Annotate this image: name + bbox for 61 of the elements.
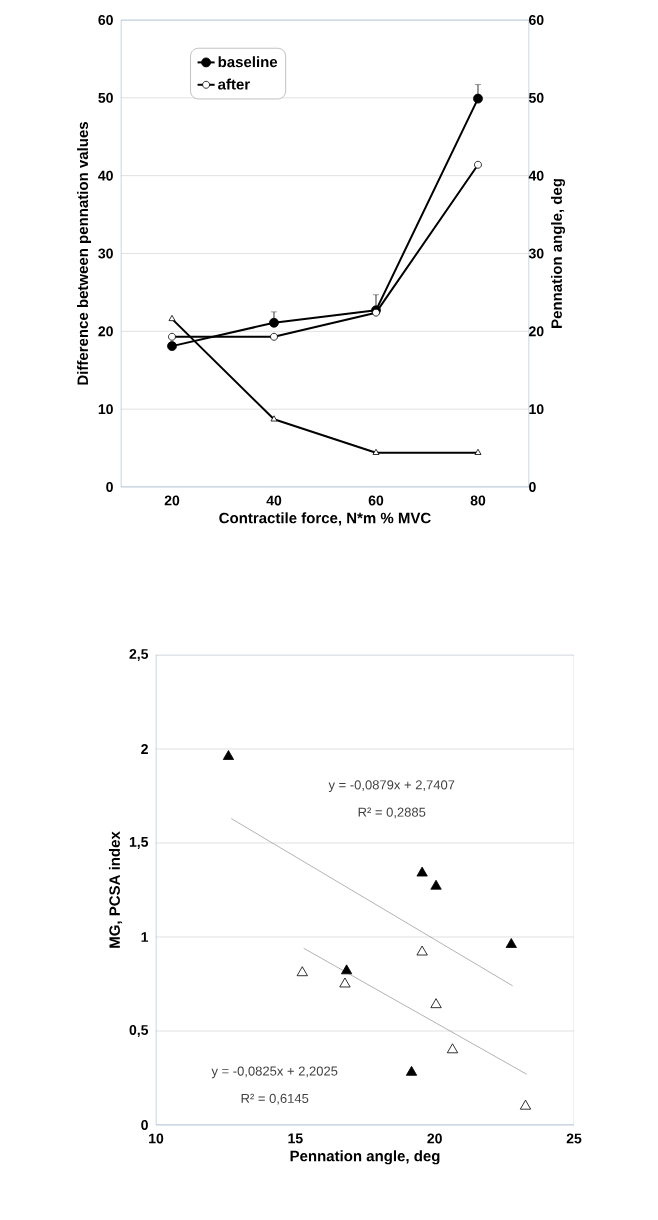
y2-tick-label: 10 (529, 404, 544, 415)
y-tick-label: 50 (98, 92, 113, 103)
y2-axis-title: Pennation angle, deg (550, 179, 566, 328)
point (474, 448, 482, 455)
point (167, 341, 177, 352)
annotation: R² = 0,2885 (358, 807, 426, 819)
point (296, 966, 308, 977)
y-tick-label: 1,5 (129, 837, 149, 849)
x-tick-label: 20 (164, 495, 180, 506)
x-tick-label: 80 (470, 495, 486, 506)
point (270, 415, 278, 422)
annotation: R² = 0,6145 (241, 1093, 309, 1105)
point (339, 977, 351, 988)
y-tick-label: 60 (98, 15, 113, 25)
y-tick-label: 0,5 (129, 1025, 149, 1037)
y-tick-label: 10 (98, 404, 113, 415)
legend-label: after (218, 78, 250, 90)
y2-tick-label: 60 (529, 15, 544, 25)
y-axis-title: Difference between pennation values (77, 122, 92, 385)
y2-tick-label: 40 (528, 170, 544, 181)
y-axis-title: MG, PCSA index (108, 831, 123, 948)
point (446, 1043, 459, 1054)
legend-label: baseline (218, 56, 278, 68)
x-tick-label: 25 (566, 1133, 582, 1144)
point (168, 332, 176, 341)
point (474, 160, 482, 169)
x-tick-label: 20 (427, 1133, 442, 1144)
point (430, 998, 442, 1009)
y-tick-label: 2,5 (129, 649, 149, 661)
point (416, 866, 428, 877)
x-tick-label: 10 (149, 1133, 164, 1144)
point (473, 93, 483, 104)
annotation: y = -0,0825x + 2,2025 (211, 1066, 338, 1079)
point (222, 750, 235, 760)
y-tick-label: 20 (98, 326, 113, 337)
annotation: y = -0,0879x + 2,7407 (328, 780, 455, 793)
x-tick-label: 40 (266, 495, 282, 506)
point (430, 879, 442, 890)
y2-tick-label: 0 (529, 482, 536, 492)
x-axis-title: Pennation angle, deg (290, 1150, 440, 1165)
x-tick-label: 15 (288, 1133, 303, 1144)
y-tick-label: 2 (141, 744, 148, 754)
y2-tick-label: 20 (529, 326, 544, 337)
point (269, 317, 279, 328)
x-axis-title: Contractile force, N*m % MVC (219, 512, 431, 526)
y-tick-label: 1 (141, 932, 149, 942)
y2-tick-label: 30 (528, 248, 544, 259)
y-tick-label: 0 (106, 482, 113, 492)
point (270, 332, 278, 341)
y2-tick-label: 50 (528, 92, 544, 103)
y-tick-label: 30 (98, 248, 113, 259)
point (168, 314, 176, 322)
x-tick-label: 60 (368, 495, 384, 506)
point (372, 448, 380, 455)
point (341, 964, 353, 975)
point (405, 1065, 418, 1076)
point (519, 1099, 532, 1110)
y-tick-label: 0 (141, 1120, 148, 1130)
y-tick-label: 40 (98, 170, 113, 181)
point (416, 945, 428, 956)
point (505, 938, 517, 948)
